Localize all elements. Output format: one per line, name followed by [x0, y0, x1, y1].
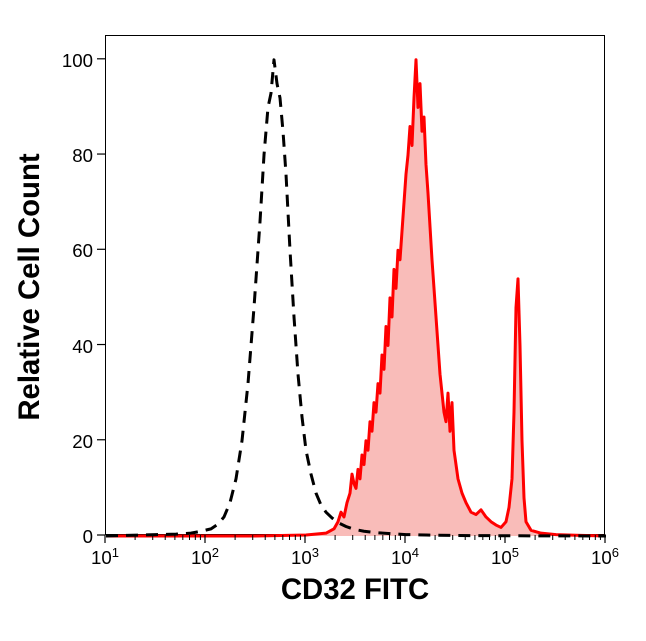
x-tick-label: 101 [87, 545, 123, 569]
y-tick-label: 100 [62, 50, 93, 72]
series-stained-line [106, 60, 606, 536]
figure: Relative Cell Count CD32 FITC 0204060801… [0, 0, 646, 641]
y-tick-label: 80 [72, 145, 93, 167]
y-tick-label: 20 [72, 431, 93, 453]
x-tick-label: 104 [387, 545, 423, 569]
y-tick-label: 60 [72, 240, 93, 262]
x-tick-label: 106 [587, 545, 623, 569]
plot-area [105, 35, 605, 535]
x-tick-label: 105 [487, 545, 523, 569]
x-tick-label: 103 [287, 545, 323, 569]
x-axis-label: CD32 FITC [105, 573, 605, 607]
y-axis-label: Relative Cell Count [13, 137, 47, 437]
series-control-line [106, 60, 606, 536]
y-tick-label: 40 [72, 336, 93, 358]
x-tick-label: 102 [187, 545, 223, 569]
series-stained-fill [106, 60, 606, 536]
